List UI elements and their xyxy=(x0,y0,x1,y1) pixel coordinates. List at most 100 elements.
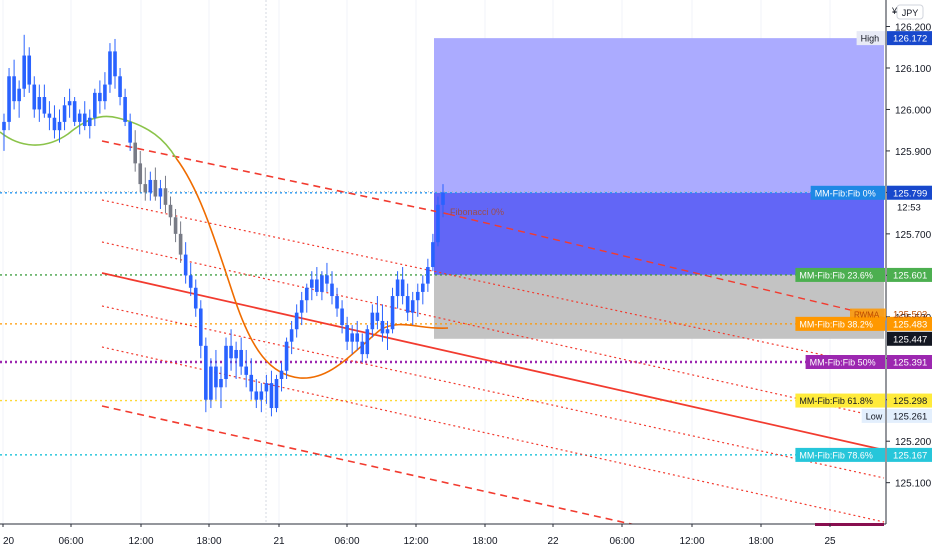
candle[interactable] xyxy=(77,109,82,135)
candle[interactable] xyxy=(269,370,274,417)
candle[interactable] xyxy=(178,221,183,263)
candle[interactable] xyxy=(143,167,148,201)
candle[interactable] xyxy=(410,291,415,326)
candle[interactable] xyxy=(214,349,218,400)
candle[interactable] xyxy=(12,59,16,110)
candle[interactable] xyxy=(244,349,249,388)
candle[interactable] xyxy=(168,196,173,226)
time-axis[interactable]: 20 06:00 12:00 18:00 21 06:00 12:00 18:00 22 06:0… xyxy=(0,523,932,550)
candle[interactable] xyxy=(148,171,153,201)
candle[interactable] xyxy=(82,101,87,131)
low-marker-value-bg xyxy=(887,408,932,423)
candle[interactable] xyxy=(204,337,208,413)
candle[interactable] xyxy=(335,287,339,317)
candle[interactable] xyxy=(360,333,365,363)
candle[interactable] xyxy=(284,337,289,380)
candle[interactable] xyxy=(254,379,259,409)
candle[interactable] xyxy=(22,34,26,98)
candle[interactable] xyxy=(259,383,264,413)
candle[interactable] xyxy=(340,300,344,334)
candle[interactable] xyxy=(330,271,334,305)
candle[interactable] xyxy=(108,43,112,93)
candle[interactable] xyxy=(315,267,319,297)
candle[interactable] xyxy=(239,337,243,375)
candle[interactable] xyxy=(405,283,410,321)
candle[interactable] xyxy=(350,325,354,355)
currency-badge[interactable]: JPY xyxy=(896,4,924,20)
candle[interactable] xyxy=(436,196,440,247)
candle[interactable] xyxy=(375,296,380,330)
candle[interactable] xyxy=(219,366,223,409)
candle[interactable] xyxy=(310,271,314,301)
candle[interactable] xyxy=(274,374,279,413)
candle[interactable] xyxy=(415,283,420,317)
candlestick-series[interactable] xyxy=(2,34,445,417)
candle[interactable] xyxy=(67,88,72,118)
candle[interactable] xyxy=(193,279,198,317)
candle[interactable] xyxy=(163,175,168,214)
candle[interactable] xyxy=(355,320,360,350)
candle[interactable] xyxy=(395,271,400,309)
last-price-marker-value: 125.799 xyxy=(893,188,927,199)
candle[interactable] xyxy=(98,80,102,114)
candle[interactable] xyxy=(304,283,309,313)
candle[interactable] xyxy=(103,72,107,110)
candle[interactable] xyxy=(113,38,117,89)
candle[interactable] xyxy=(209,358,213,409)
candle[interactable] xyxy=(345,316,349,350)
candle[interactable] xyxy=(183,242,188,284)
candle[interactable] xyxy=(279,362,284,392)
candle[interactable] xyxy=(123,88,127,127)
candle[interactable] xyxy=(421,275,425,305)
candle[interactable] xyxy=(365,325,370,359)
candle[interactable] xyxy=(426,258,430,292)
candle[interactable] xyxy=(57,109,62,143)
candle[interactable] xyxy=(47,101,52,131)
candle[interactable] xyxy=(264,374,269,404)
candle[interactable] xyxy=(441,184,445,218)
candle[interactable] xyxy=(37,84,42,122)
candle[interactable] xyxy=(27,47,32,93)
candle[interactable] xyxy=(400,267,405,305)
candle[interactable] xyxy=(229,329,233,371)
candle[interactable] xyxy=(118,67,122,106)
candle[interactable] xyxy=(87,109,92,139)
candle[interactable] xyxy=(153,167,158,201)
candle[interactable] xyxy=(249,358,254,400)
candle[interactable] xyxy=(93,88,97,127)
candle[interactable] xyxy=(72,97,77,127)
candle[interactable] xyxy=(17,80,21,118)
candle[interactable] xyxy=(42,84,47,118)
candle[interactable] xyxy=(32,76,37,118)
candle-body xyxy=(426,267,430,284)
candle[interactable] xyxy=(62,97,67,131)
candle[interactable] xyxy=(128,113,132,151)
candle[interactable] xyxy=(320,271,324,301)
candle[interactable] xyxy=(52,105,57,139)
candle[interactable] xyxy=(299,291,304,326)
candle[interactable] xyxy=(188,262,193,297)
candle[interactable] xyxy=(2,113,6,151)
candle[interactable] xyxy=(325,262,329,292)
candle[interactable] xyxy=(370,304,375,338)
candle[interactable] xyxy=(138,150,143,193)
candle[interactable] xyxy=(158,179,163,209)
candle[interactable] xyxy=(198,300,203,359)
candle-body xyxy=(17,88,21,102)
candle[interactable] xyxy=(133,130,137,172)
candle[interactable] xyxy=(294,304,299,338)
currency-badge-box xyxy=(896,4,924,20)
candle[interactable] xyxy=(224,337,228,388)
candle[interactable] xyxy=(390,287,395,334)
candle[interactable] xyxy=(385,320,390,350)
candle[interactable] xyxy=(173,208,178,243)
candle[interactable] xyxy=(234,341,238,380)
candle[interactable] xyxy=(7,67,11,131)
candle-body xyxy=(360,341,365,355)
candle[interactable] xyxy=(431,233,435,272)
candle-body xyxy=(304,287,309,301)
candle[interactable] xyxy=(380,304,385,342)
candle[interactable] xyxy=(289,320,294,355)
